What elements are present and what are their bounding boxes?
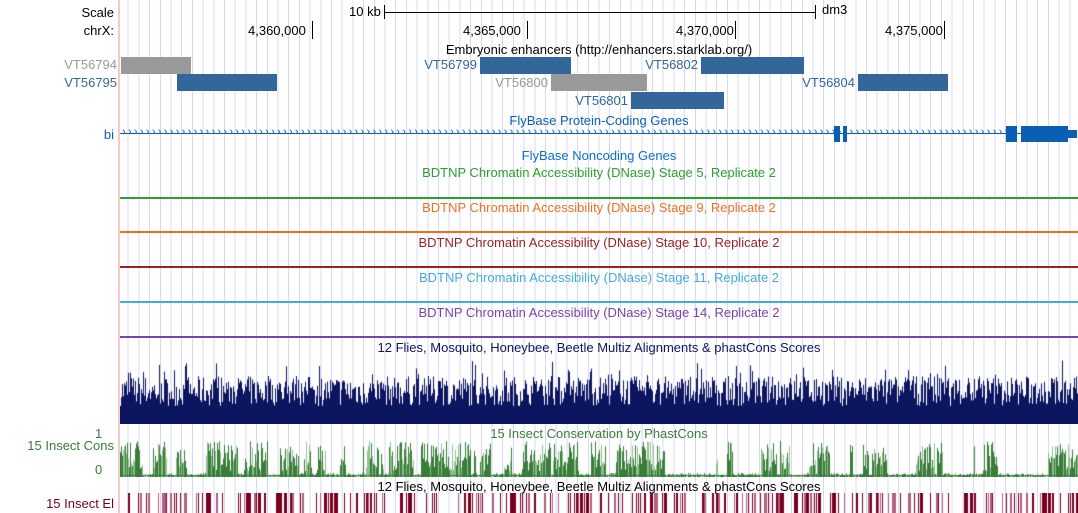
dnase-stage14-title[interactable]: BDTNP Chromatin Accessibility (DNase) St…: [418, 305, 780, 320]
chrom-label: chrX:: [83, 23, 114, 38]
elements-track-title[interactable]: 12 Flies, Mosquito, Honeybee, Beetle Mul…: [377, 479, 821, 494]
noncoding-track-title[interactable]: FlyBase Noncoding Genes: [521, 148, 677, 163]
left-gutter: [118, 0, 120, 513]
elements-track-label[interactable]: 15 Insect El: [46, 496, 114, 511]
cons-track-title[interactable]: 15 Insect Conservation by PhastCons: [490, 426, 708, 441]
dnase-stage5-title[interactable]: BDTNP Chromatin Accessibility (DNase) St…: [422, 165, 776, 180]
tick-label: 4,370,000: [676, 23, 734, 38]
enhancer-feature[interactable]: [480, 57, 571, 74]
scale-bar-label: 10 kb: [349, 4, 381, 19]
enhancer-feature[interactable]: [858, 74, 948, 91]
enhancer-feature[interactable]: [631, 92, 724, 109]
enhancer-label[interactable]: VT56801: [575, 93, 628, 108]
dnase-stage5-signal[interactable]: [120, 197, 1078, 199]
multiz-wiggle[interactable]: [120, 358, 1078, 424]
dnase-stage9-signal[interactable]: [120, 231, 1078, 233]
genes-track-title[interactable]: FlyBase Protein-Coding Genes: [509, 113, 689, 128]
tick-label: 4,365,000: [463, 23, 521, 38]
enhancer-label[interactable]: VT56794: [64, 57, 117, 72]
enhancer-label[interactable]: VT56800: [495, 75, 548, 90]
enhancer-label[interactable]: VT56804: [802, 75, 855, 90]
utr[interactable]: [1068, 130, 1077, 138]
enhancers-track-title[interactable]: Embryonic enhancers (http://enhancers.st…: [445, 42, 753, 57]
gene-label[interactable]: bi: [103, 127, 114, 142]
enhancer-label[interactable]: VT56802: [645, 57, 698, 72]
multiz-track-title[interactable]: 12 Flies, Mosquito, Honeybee, Beetle Mul…: [377, 340, 821, 355]
cons-ymax: 1: [95, 426, 103, 441]
enhancer-feature[interactable]: [121, 57, 191, 74]
dnase-stage11-title[interactable]: BDTNP Chromatin Accessibility (DNase) St…: [418, 270, 780, 285]
scale-bar: [384, 12, 815, 13]
scale-label: Scale: [81, 5, 114, 20]
exon[interactable]: [1021, 126, 1068, 142]
enhancer-label[interactable]: VT56799: [424, 57, 477, 72]
dnase-stage10-signal[interactable]: [120, 266, 1078, 268]
dnase-stage9-title[interactable]: BDTNP Chromatin Accessibility (DNase) St…: [422, 200, 776, 215]
cons-track-label[interactable]: 15 Insect Cons: [27, 438, 114, 453]
exon[interactable]: [1006, 126, 1017, 142]
dnase-stage11-signal[interactable]: [120, 301, 1078, 303]
enhancer-label[interactable]: VT56795: [64, 75, 117, 90]
enhancer-feature[interactable]: [177, 74, 277, 91]
cons-ymin: 0: [95, 462, 103, 477]
enhancer-feature[interactable]: [701, 57, 804, 74]
gene-intron-line[interactable]: [120, 133, 1070, 134]
exon[interactable]: [843, 126, 847, 142]
cons-elements[interactable]: [120, 493, 1078, 513]
strand-arrows: ››››››››››››››››››››››››››››››››››››››››…: [122, 126, 1017, 138]
assembly-label: dm3: [822, 2, 848, 17]
exon[interactable]: [834, 126, 840, 142]
enhancer-feature[interactable]: [551, 74, 647, 91]
tick-label: 4,375,000: [885, 23, 943, 38]
dnase-stage14-signal[interactable]: [120, 336, 1078, 338]
cons-wiggle[interactable]: [120, 439, 1078, 477]
tick-label: 4,360,000: [248, 23, 306, 38]
dnase-stage10-title[interactable]: BDTNP Chromatin Accessibility (DNase) St…: [418, 235, 780, 250]
